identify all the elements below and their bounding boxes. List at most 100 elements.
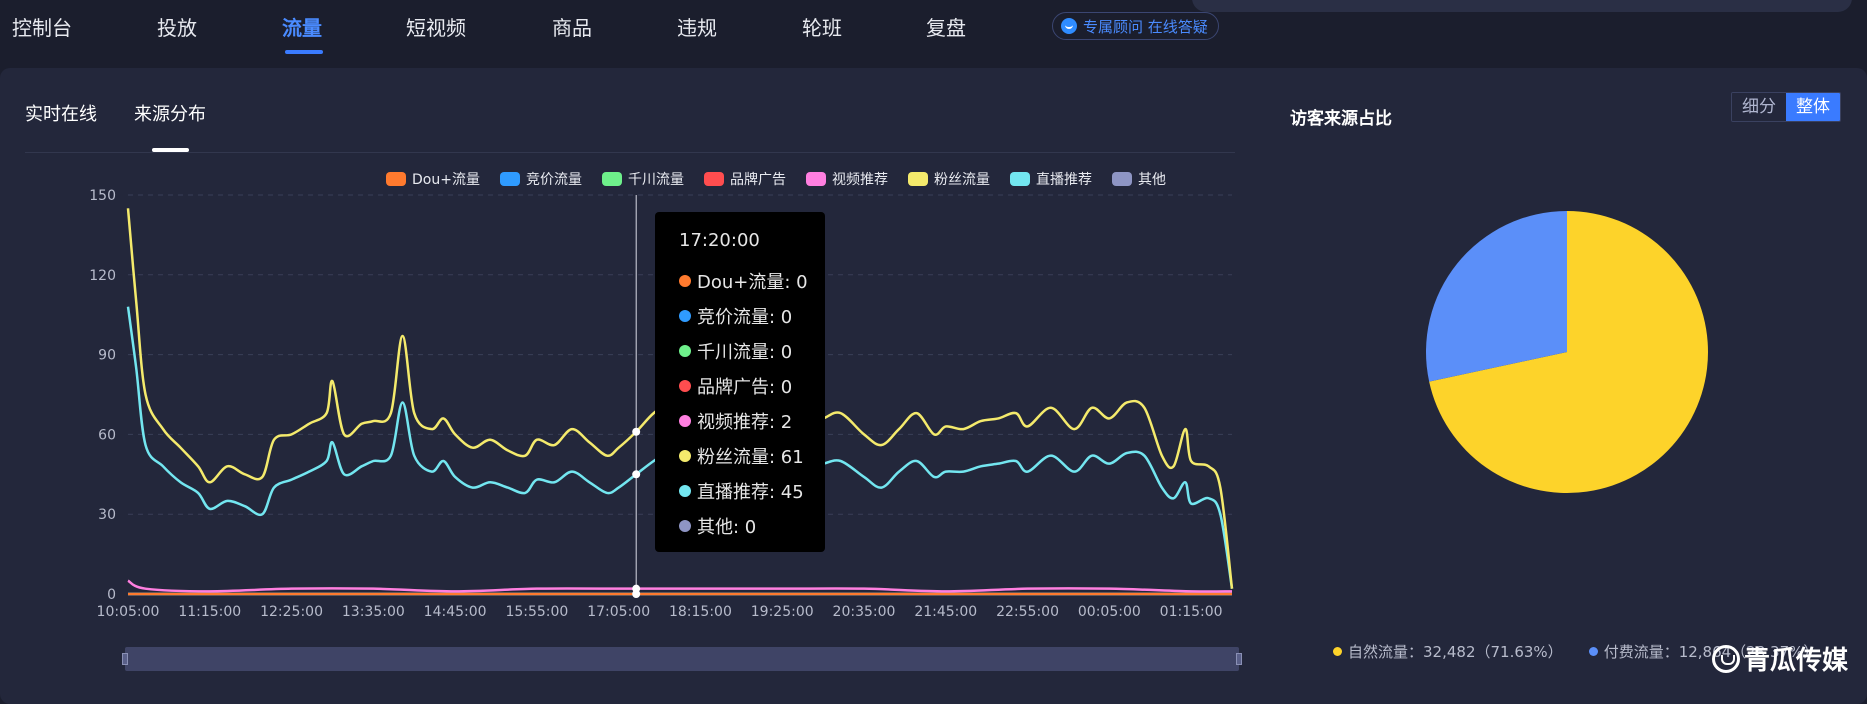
y-tick-label: 30 bbox=[98, 507, 116, 523]
x-tick-label: 15:55:00 bbox=[505, 604, 568, 620]
tooltip-row-text: Dou+流量: 0 bbox=[697, 271, 808, 293]
tooltip-row: 视频推荐: 2 bbox=[679, 403, 825, 438]
top-nav: 控制台 投放 流量 短视频 商品 违规 轮班 复盘 专属顾问 在线答疑 bbox=[0, 0, 1867, 56]
nav-item-shifts[interactable]: 轮班 bbox=[802, 16, 842, 40]
legend-item-live-recommend[interactable]: 直播推荐 bbox=[1009, 170, 1092, 188]
legend-item-video-recommend[interactable]: 视频推荐 bbox=[805, 170, 888, 188]
legend-label: 千川流量 bbox=[627, 172, 684, 188]
nav-item-short-video[interactable]: 短视频 bbox=[406, 16, 466, 40]
y-tick-label: 120 bbox=[89, 268, 116, 284]
tooltip-row-text: 直播推荐: 45 bbox=[697, 481, 804, 503]
legend-item-bidding[interactable]: 竞价流量 bbox=[499, 170, 582, 188]
x-tick-label: 10:05:00 bbox=[97, 604, 160, 620]
x-tick-label: 13:35:00 bbox=[342, 604, 405, 620]
x-tick-label: 01:15:00 bbox=[1160, 604, 1223, 620]
tooltip-row-text: 视频推荐: 2 bbox=[697, 411, 793, 433]
tooltip-dot bbox=[679, 449, 691, 462]
zoom-handle-right[interactable] bbox=[1236, 653, 1242, 665]
watermark: 青瓜传媒 bbox=[1712, 640, 1848, 677]
legend-label: 竞价流量 bbox=[525, 172, 582, 188]
legend-label: Dou+流量 bbox=[412, 172, 480, 188]
tooltip-dot bbox=[679, 309, 691, 322]
tooltip-dot bbox=[679, 484, 691, 497]
consultant-label: 专属顾问 在线答疑 bbox=[1083, 17, 1208, 36]
legend-item-qianchuan[interactable]: 千川流量 bbox=[601, 170, 684, 188]
x-tick-label: 20:35:00 bbox=[833, 604, 896, 620]
tab-active-underline bbox=[152, 148, 189, 152]
legend-swatch bbox=[1111, 172, 1132, 186]
tooltip-dot bbox=[679, 414, 691, 427]
pie-legend: 自然流量：32,482（71.63%） 付费流量：12,864（28.37%） bbox=[1333, 641, 1818, 662]
view-mode-toggle: 细分 整体 bbox=[1731, 92, 1841, 122]
seg-overall-button[interactable]: 整体 bbox=[1786, 93, 1840, 121]
legend-swatch bbox=[499, 172, 520, 186]
chart-tooltip: 17:20:00 Dou+流量: 0 竞价流量: 0 千川流量: 0 品牌广告:… bbox=[655, 212, 825, 552]
legend-item-fans[interactable]: 粉丝流量 bbox=[907, 170, 990, 188]
tab-source-distribution[interactable]: 来源分布 bbox=[134, 104, 206, 125]
tooltip-row: 品牌广告: 0 bbox=[679, 368, 825, 403]
x-tick-label: 22:55:00 bbox=[996, 604, 1059, 620]
legend-swatch bbox=[601, 172, 622, 186]
series-line-粉丝流量[interactable] bbox=[126, 208, 1234, 589]
x-tick-label: 11:15:00 bbox=[178, 604, 241, 620]
x-tick-label: 21:45:00 bbox=[914, 604, 977, 620]
x-tick-label: 14:45:00 bbox=[424, 604, 487, 620]
legend-swatch bbox=[386, 172, 406, 186]
y-tick-label: 90 bbox=[98, 348, 116, 364]
tab-realtime-online[interactable]: 实时在线 bbox=[25, 104, 97, 125]
chart-zoom-slider[interactable] bbox=[122, 647, 1242, 671]
tooltip-row: 其他: 0 bbox=[679, 508, 825, 543]
legend-label: 其他 bbox=[1137, 172, 1166, 188]
nav-item-console[interactable]: 控制台 bbox=[12, 16, 72, 40]
nav-item-review[interactable]: 复盘 bbox=[926, 16, 966, 40]
top-right-search-box[interactable] bbox=[1192, 0, 1852, 12]
legend-item-other[interactable]: 其他 bbox=[1111, 170, 1166, 188]
nav-item-violations[interactable]: 违规 bbox=[677, 16, 717, 40]
tooltip-row: 粉丝流量: 61 bbox=[679, 438, 825, 473]
pie-legend-item-paid[interactable]: 付费流量：12,864（28.37%） bbox=[1588, 641, 1819, 662]
tooltip-row: 千川流量: 0 bbox=[679, 333, 825, 368]
hover-point bbox=[632, 470, 641, 479]
tooltip-row-text: 其他: 0 bbox=[697, 516, 757, 538]
zoom-handle-left[interactable] bbox=[122, 653, 128, 665]
tooltip-time: 17:20:00 bbox=[679, 230, 760, 251]
y-tick-label: 60 bbox=[98, 427, 116, 443]
tooltip-row-text: 品牌广告: 0 bbox=[697, 376, 793, 398]
y-tick-label: 150 bbox=[89, 188, 116, 204]
tooltip-dot bbox=[679, 379, 691, 392]
nav-item-products[interactable]: 商品 bbox=[552, 16, 592, 40]
consultant-button[interactable]: 专属顾问 在线答疑 bbox=[1052, 12, 1219, 40]
legend-label: 直播推荐 bbox=[1035, 172, 1092, 188]
pie-legend-text: 自然流量：32,482（71.63%） bbox=[1348, 643, 1563, 661]
tooltip-dot bbox=[679, 274, 691, 287]
legend-item-brand-ads[interactable]: 品牌广告 bbox=[703, 170, 786, 188]
nav-item-ads[interactable]: 投放 bbox=[157, 16, 197, 40]
watermark-text: 青瓜传媒 bbox=[1744, 646, 1849, 676]
legend-item-dou[interactable]: Dou+流量 bbox=[386, 170, 480, 188]
legend-label: 视频推荐 bbox=[831, 172, 888, 188]
chart-legend: Dou+流量 竞价流量 千川流量 品牌广告 视频推荐 粉丝流量 直播推荐 其他 bbox=[386, 170, 1186, 188]
pie-legend-dot bbox=[1588, 647, 1598, 656]
tooltip-row-text: 粉丝流量: 61 bbox=[697, 446, 804, 468]
watermark-logo-icon bbox=[1712, 644, 1740, 673]
legend-label: 品牌广告 bbox=[729, 172, 786, 188]
x-tick-label: 17:05:00 bbox=[587, 604, 650, 620]
tab-divider bbox=[25, 152, 1235, 153]
legend-swatch bbox=[907, 172, 928, 186]
pie-legend-text: 付费流量：12,864（28.37%） bbox=[1603, 643, 1819, 661]
series-line-直播推荐[interactable] bbox=[126, 306, 1234, 589]
nav-item-traffic[interactable]: 流量 bbox=[282, 16, 322, 40]
visitor-source-title: 访客来源占比 bbox=[1290, 109, 1392, 129]
x-tick-label: 19:25:00 bbox=[751, 604, 814, 620]
pie-legend-item-natural[interactable]: 自然流量：32,482（71.63%） bbox=[1333, 641, 1563, 662]
tooltip-row-text: 千川流量: 0 bbox=[697, 341, 793, 363]
legend-swatch bbox=[703, 172, 724, 186]
y-tick-label: 0 bbox=[107, 587, 116, 603]
seg-detail-button[interactable]: 细分 bbox=[1732, 93, 1786, 121]
tooltip-row-text: 竞价流量: 0 bbox=[697, 306, 793, 328]
tooltip-dot bbox=[679, 519, 691, 532]
hover-point bbox=[632, 427, 641, 436]
legend-swatch bbox=[805, 172, 826, 186]
series-line-视频推荐[interactable] bbox=[127, 579, 1233, 593]
